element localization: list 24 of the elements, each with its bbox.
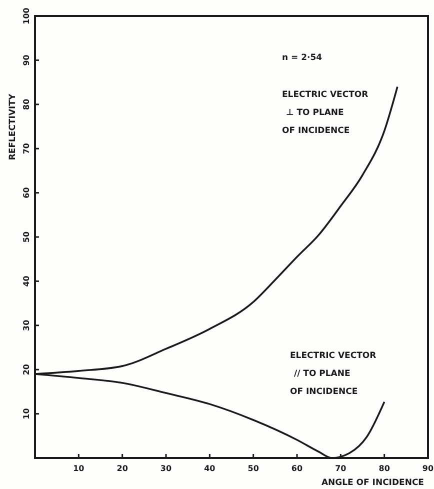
series-label: ELECTRIC VECTOR ⊥ TO PLANE OF INCIDENCE xyxy=(282,90,369,136)
y-axis-title: REFLECTIVITY xyxy=(8,93,18,160)
y-tick-label: 60 xyxy=(22,186,31,198)
y-tick-label: 20 xyxy=(22,364,31,376)
y-tick-label: 100 xyxy=(22,7,31,24)
annotation: n = 2·54 xyxy=(282,53,322,63)
series-label: ELECTRIC VECTOR // TO PLANE OF INCIDENCE xyxy=(290,351,377,397)
x-tick-label: 10 xyxy=(73,464,85,473)
y-tick-label: 70 xyxy=(22,142,31,154)
y-tick-label: 30 xyxy=(22,319,31,331)
x-tick-label: 60 xyxy=(291,464,303,473)
x-tick-label: 20 xyxy=(116,464,128,473)
x-tick-label: 50 xyxy=(248,464,260,473)
x-axis-title: ANGLE OF INCIDENCE xyxy=(321,478,424,488)
y-tick-label: 50 xyxy=(22,231,31,243)
y-tick-label: 40 xyxy=(22,275,31,287)
x-tick-label: 30 xyxy=(160,464,172,473)
y-tick-label: 90 xyxy=(22,54,31,66)
x-tick-label: 80 xyxy=(378,464,390,473)
x-tick-label: 90 xyxy=(422,464,434,473)
x-tick-label: 70 xyxy=(335,464,347,473)
y-tick-label: 10 xyxy=(22,408,31,420)
x-tick-label: 40 xyxy=(204,464,216,473)
y-tick-label: 80 xyxy=(22,98,31,110)
